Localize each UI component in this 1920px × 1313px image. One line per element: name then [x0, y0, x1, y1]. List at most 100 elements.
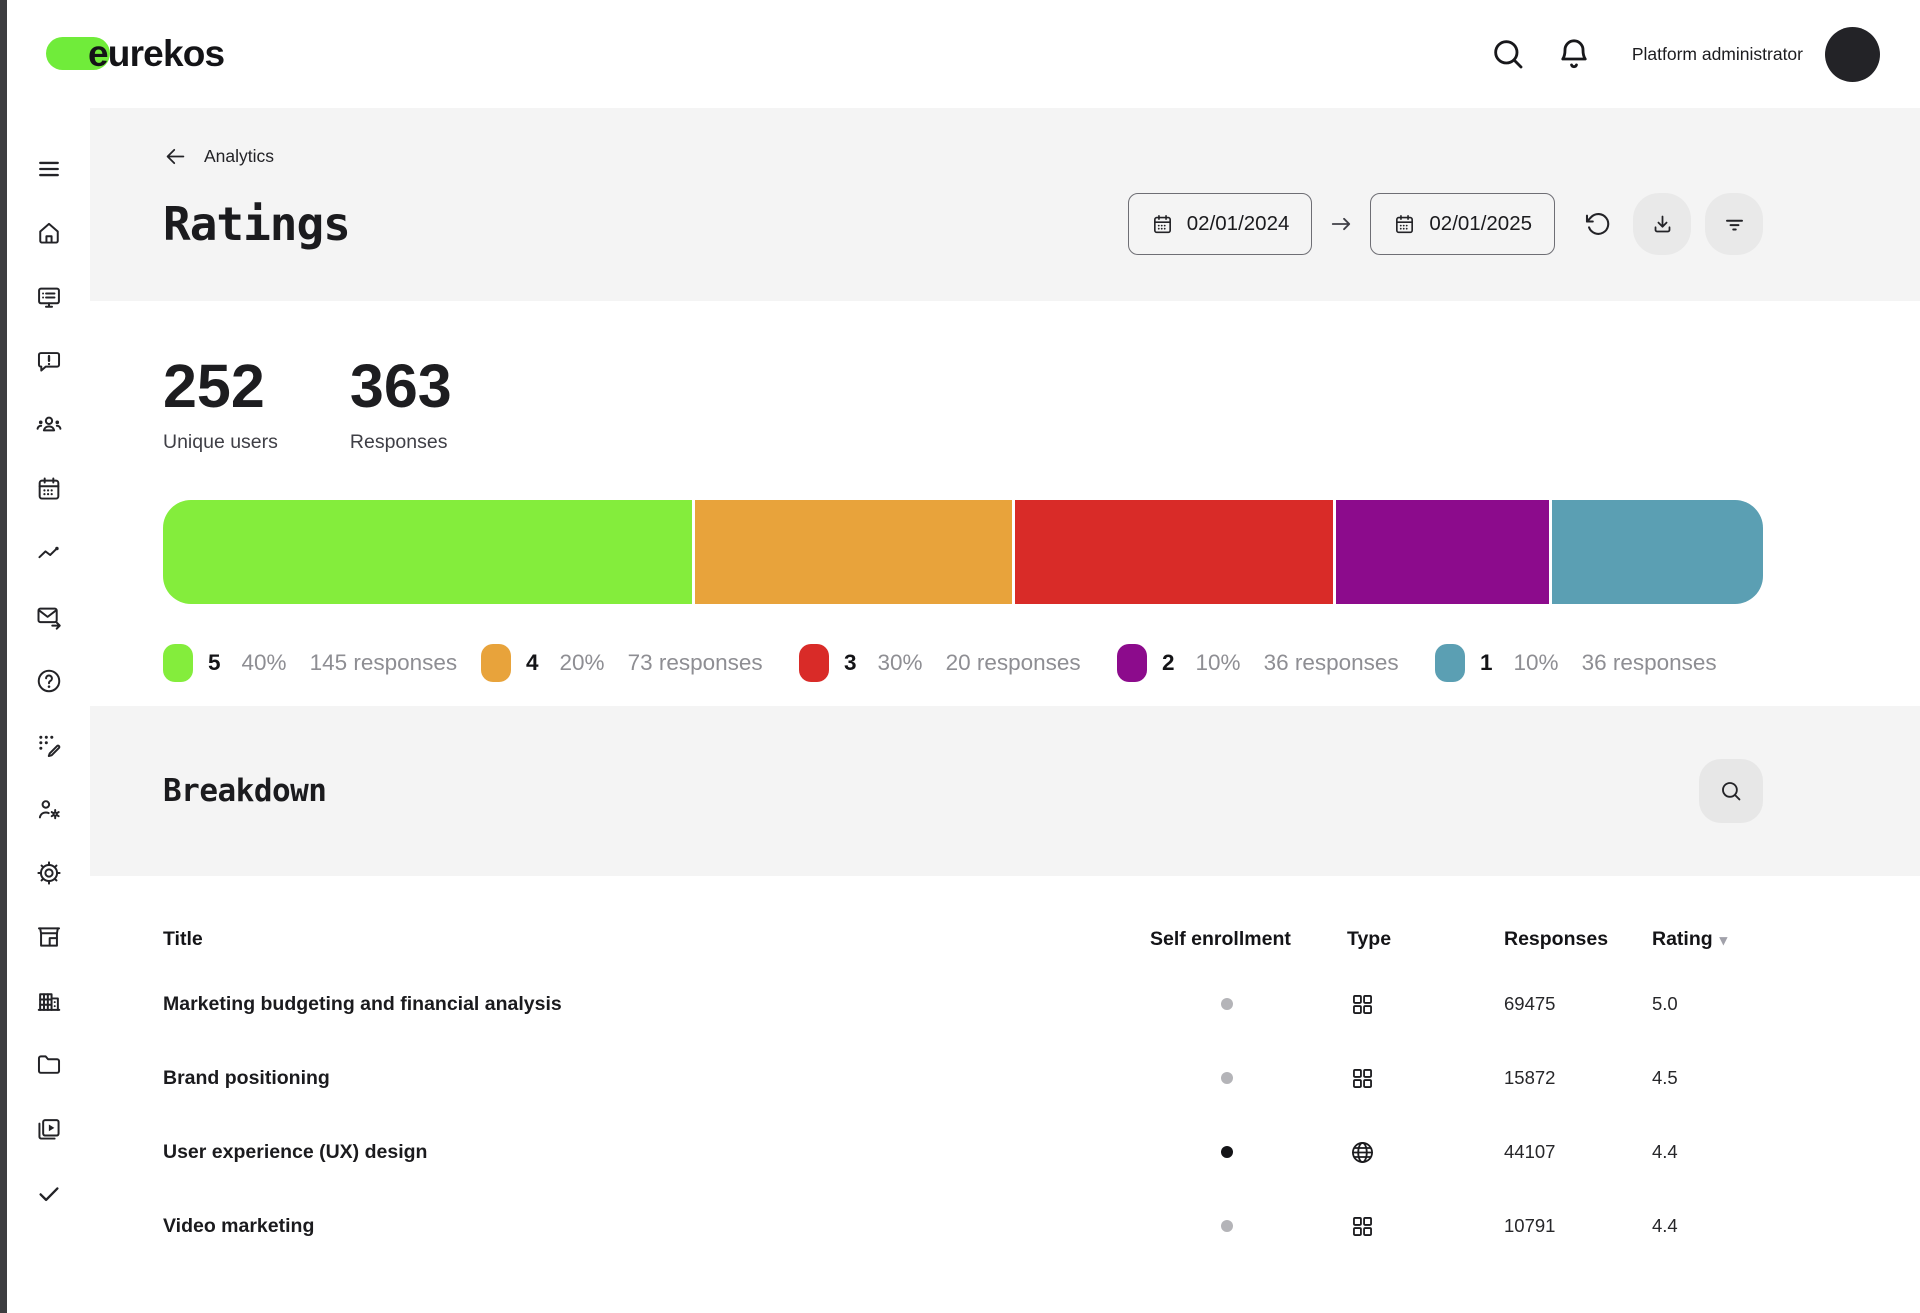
stat-value: 363	[349, 352, 452, 420]
sidebar-item-user-gear[interactable]	[35, 795, 63, 823]
legend-item-rating-2: 2 10% 36 responses	[1117, 644, 1435, 682]
row-title: Video marketing	[163, 1214, 315, 1237]
page-header: Analytics Ratings 02/01/2024	[90, 108, 1920, 301]
column-header-rating[interactable]: Rating ▾	[1652, 928, 1763, 951]
bell-icon[interactable]	[1554, 34, 1594, 74]
legend-swatch	[481, 644, 511, 682]
grid-icon	[1349, 991, 1376, 1018]
rating-distribution-bar	[163, 500, 1763, 604]
legend-item-rating-5: 5 40% 145 responses	[163, 644, 481, 682]
legend-responses: 73 responses	[627, 650, 763, 675]
sidebar-item-mail-forward[interactable]	[35, 603, 63, 631]
row-title: Marketing budgeting and financial analys…	[163, 992, 562, 1015]
date-to-button[interactable]: 02/01/2025	[1370, 193, 1555, 255]
row-title: Brand positioning	[163, 1066, 330, 1089]
legend-rating: 5	[208, 650, 221, 675]
menu-icon	[35, 155, 63, 183]
calendar-icon	[35, 475, 63, 503]
check-icon	[35, 1179, 63, 1207]
sidebar-item-users[interactable]	[35, 411, 63, 439]
breakdown-table: Title Self enrollment Type Responses Rat…	[90, 876, 1920, 1293]
table-row[interactable]: User experience (UX) design 44107 4.4	[163, 1115, 1763, 1189]
refresh-button[interactable]	[1575, 202, 1619, 246]
search-icon[interactable]	[1488, 34, 1528, 74]
avatar[interactable]	[1825, 26, 1880, 82]
legend-responses: 36 responses	[1263, 650, 1399, 675]
self-enrollment-cell	[1150, 1072, 1347, 1084]
self-enrollment-cell	[1150, 1146, 1347, 1158]
legend-swatch	[1117, 644, 1147, 682]
table-row[interactable]: Brand positioning 15872 4.5	[163, 1041, 1763, 1115]
sidebar-item-dots-edit[interactable]	[35, 731, 63, 759]
legend-item-rating-3: 3 30% 20 responses	[799, 644, 1117, 682]
sidebar-item-help[interactable]	[35, 667, 63, 695]
type-cell	[1347, 991, 1504, 1018]
date-from-button[interactable]: 02/01/2024	[1127, 193, 1313, 255]
stat-responses: 363 Responses	[350, 351, 452, 454]
row-rating: 4.4	[1652, 1215, 1678, 1236]
building-icon	[35, 987, 63, 1015]
settings-icon	[35, 859, 63, 887]
sidebar-item-store[interactable]	[35, 923, 63, 951]
self-enrollment-dot	[1221, 1220, 1233, 1232]
ratings-summary: 252 Unique users 363 Responses 5 40% 145 r…	[90, 301, 1920, 682]
user-gear-icon	[35, 795, 63, 823]
legend-rating: 3	[844, 650, 857, 675]
sidebar-item-folder[interactable]	[35, 1051, 63, 1079]
sidebar-item-building[interactable]	[35, 987, 63, 1015]
download-icon	[1650, 212, 1675, 237]
video-library-icon	[35, 1115, 63, 1143]
column-header-title: Title	[163, 928, 203, 950]
legend-percent: 40%	[241, 650, 287, 675]
legend-item-rating-4: 4 20% 73 responses	[481, 644, 799, 682]
download-button[interactable]	[1633, 193, 1691, 255]
grid-icon	[1349, 1213, 1376, 1240]
home-icon	[35, 219, 63, 247]
sidebar	[7, 108, 90, 1313]
row-rating: 4.4	[1652, 1141, 1678, 1162]
sidebar-item-home[interactable]	[35, 219, 63, 247]
column-header-self-enrollment: Self enrollment	[1150, 928, 1291, 950]
breakdown-search-button[interactable]	[1699, 759, 1763, 823]
legend-swatch	[799, 644, 829, 682]
breadcrumb-label: Analytics	[204, 146, 275, 166]
search-icon	[1718, 778, 1744, 804]
sidebar-item-message-alert[interactable]	[35, 347, 63, 375]
header-controls: 02/01/2024 02/01/2025	[1127, 193, 1763, 255]
self-enrollment-cell	[1150, 998, 1347, 1010]
sidebar-item-menu[interactable]	[35, 155, 63, 183]
row-responses: 44107	[1504, 1141, 1556, 1162]
stats-row: 252 Unique users 363 Responses	[163, 351, 1763, 454]
sidebar-item-check[interactable]	[35, 1179, 63, 1207]
calendar-icon	[1151, 213, 1174, 236]
rating-legend: 5 40% 145 responses 4 20% 73 responses 3 30% 20 …	[163, 644, 1763, 682]
breakdown-title: Breakdown	[163, 773, 327, 809]
arrow-left-icon	[163, 144, 188, 169]
sidebar-item-screen-list[interactable]	[35, 283, 63, 311]
table-body: Marketing budgeting and financial analys…	[163, 967, 1763, 1263]
sidebar-item-settings[interactable]	[35, 859, 63, 887]
breakdown-header: Breakdown	[90, 706, 1920, 876]
legend-item-rating-1: 1 10% 36 responses	[1435, 644, 1753, 682]
logo[interactable]: eurekos	[46, 0, 225, 108]
column-header-rating-label: Rating	[1652, 928, 1713, 950]
self-enrollment-dot	[1221, 998, 1233, 1010]
filter-button[interactable]	[1705, 193, 1763, 255]
bar-segment-rating-3	[1015, 500, 1333, 604]
refresh-icon	[1583, 210, 1612, 239]
sidebar-item-video-library[interactable]	[35, 1115, 63, 1143]
sidebar-item-trend[interactable]	[35, 539, 63, 567]
bar-segment-rating-2	[1335, 500, 1549, 604]
calendar-icon	[1393, 213, 1416, 236]
legend-responses: 20 responses	[945, 650, 1081, 675]
table-row[interactable]: Video marketing 10791 4.4	[163, 1189, 1763, 1263]
legend-percent: 20%	[559, 650, 605, 675]
table-row[interactable]: Marketing budgeting and financial analys…	[163, 967, 1763, 1041]
type-cell	[1347, 1065, 1504, 1092]
main-column: eurekos Platform administrator Analytics	[7, 0, 1920, 1313]
breadcrumb[interactable]: Analytics	[163, 144, 274, 169]
bar-segment-rating-4	[694, 500, 1013, 604]
sidebar-item-calendar[interactable]	[35, 475, 63, 503]
message-alert-icon	[35, 347, 63, 375]
